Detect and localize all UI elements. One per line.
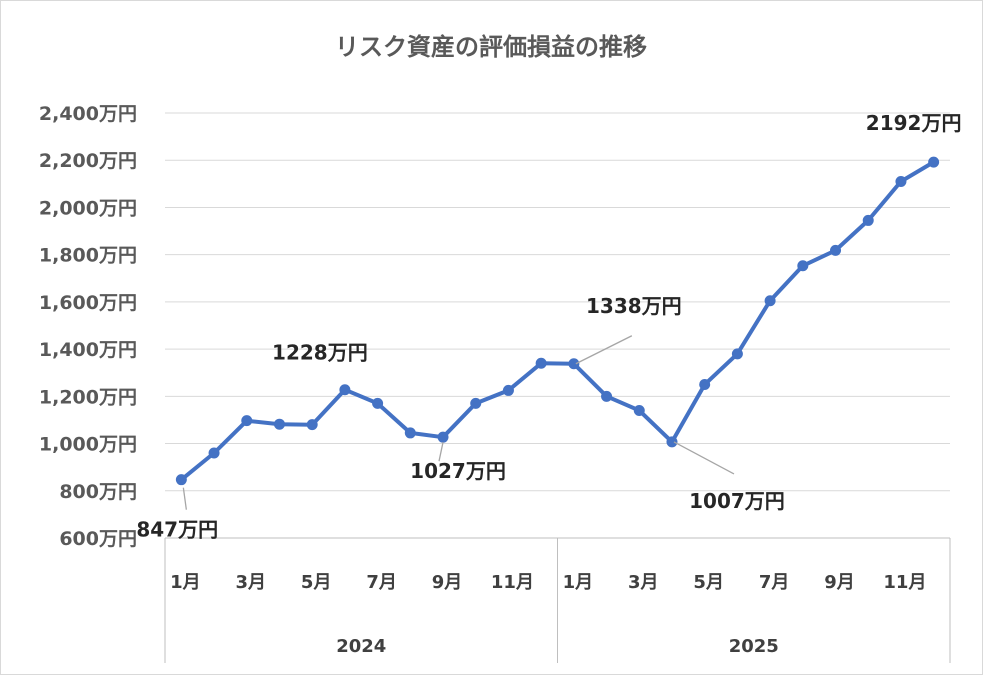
data-label: 2192万円 <box>866 111 962 135</box>
x-tick-label: 11月 <box>491 572 534 593</box>
y-tick-label: 800万円 <box>59 481 137 503</box>
data-point <box>731 348 743 360</box>
y-tick-label: 1,800万円 <box>39 245 137 267</box>
y-tick-label: 2,200万円 <box>39 150 137 172</box>
data-point <box>568 358 580 370</box>
data-point <box>633 405 645 416</box>
data-point <box>470 397 482 409</box>
y-tick-label: 1,200万円 <box>39 386 137 408</box>
x-tick-label: 3月 <box>628 572 659 593</box>
y-tick-label: 600万円 <box>59 528 137 550</box>
data-point <box>208 447 220 459</box>
data-label: 1338万円 <box>586 294 682 318</box>
x-tick-label: 3月 <box>236 572 267 593</box>
data-label-leader <box>438 442 444 462</box>
data-point <box>699 379 711 391</box>
data-label: 1228万円 <box>272 341 368 365</box>
data-point <box>437 431 449 443</box>
x-tick-label: 5月 <box>693 572 724 593</box>
data-point <box>601 390 613 402</box>
data-point <box>535 357 547 369</box>
year-label: 2025 <box>729 636 779 657</box>
data-point <box>764 295 776 307</box>
y-tick-label: 1,400万円 <box>39 339 137 361</box>
data-label-leader <box>182 487 187 510</box>
x-tick-label: 9月 <box>824 572 855 593</box>
data-point <box>372 397 384 409</box>
y-tick-label: 1,000万円 <box>39 434 137 456</box>
data-point <box>502 384 514 396</box>
x-tick-label: 1月 <box>170 572 201 593</box>
data-point <box>175 474 187 486</box>
data-point <box>339 384 351 396</box>
data-point <box>241 415 253 427</box>
year-label: 2024 <box>336 636 386 657</box>
x-tick-label: 11月 <box>883 572 926 593</box>
x-tick-label: 5月 <box>301 572 332 593</box>
y-tick-label: 2,400万円 <box>39 103 137 125</box>
data-point <box>895 175 907 187</box>
data-point <box>306 419 318 431</box>
data-label: 1007万円 <box>689 489 785 513</box>
data-point <box>862 214 874 226</box>
x-tick-label: 1月 <box>563 572 594 593</box>
data-point <box>273 418 285 430</box>
x-tick-label: 7月 <box>366 572 397 593</box>
data-point <box>666 436 678 448</box>
chart-title: リスク資産の評価損益の推移 <box>335 33 647 61</box>
data-label-leader <box>673 441 735 475</box>
data-label: 847万円 <box>136 518 218 542</box>
y-tick-label: 1,600万円 <box>39 292 137 314</box>
data-label-leader <box>575 335 633 365</box>
y-tick-label: 2,000万円 <box>39 197 137 219</box>
data-point <box>830 244 842 256</box>
data-point <box>797 260 809 272</box>
data-point <box>404 427 416 439</box>
data-label: 1027万円 <box>410 459 506 483</box>
x-tick-label: 9月 <box>432 572 463 593</box>
data-point <box>928 156 940 168</box>
x-tick-label: 7月 <box>759 572 790 593</box>
